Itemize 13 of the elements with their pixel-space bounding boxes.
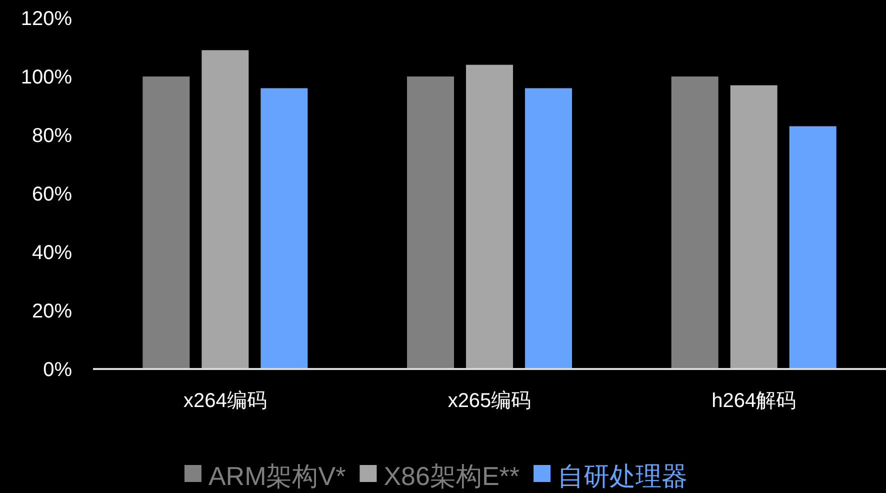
y-tick-label: 0% xyxy=(43,359,72,381)
y-tick-label: 60% xyxy=(32,184,72,206)
y-tick-label: 120% xyxy=(20,8,72,30)
y-tick-label: 100% xyxy=(20,66,72,88)
x-tick-label: x264编码 xyxy=(183,390,267,412)
legend-label: ARM架构V* xyxy=(208,461,346,491)
x-tick-label: h264解码 xyxy=(712,390,796,412)
y-tick-label: 40% xyxy=(32,242,72,264)
legend-label: 自研处理器 xyxy=(558,461,688,491)
legend-label: X86架构E** xyxy=(384,461,520,491)
y-tick-label: 20% xyxy=(32,300,72,322)
x-tick-label: x265编码 xyxy=(448,390,532,412)
y-tick-label: 80% xyxy=(32,125,72,147)
